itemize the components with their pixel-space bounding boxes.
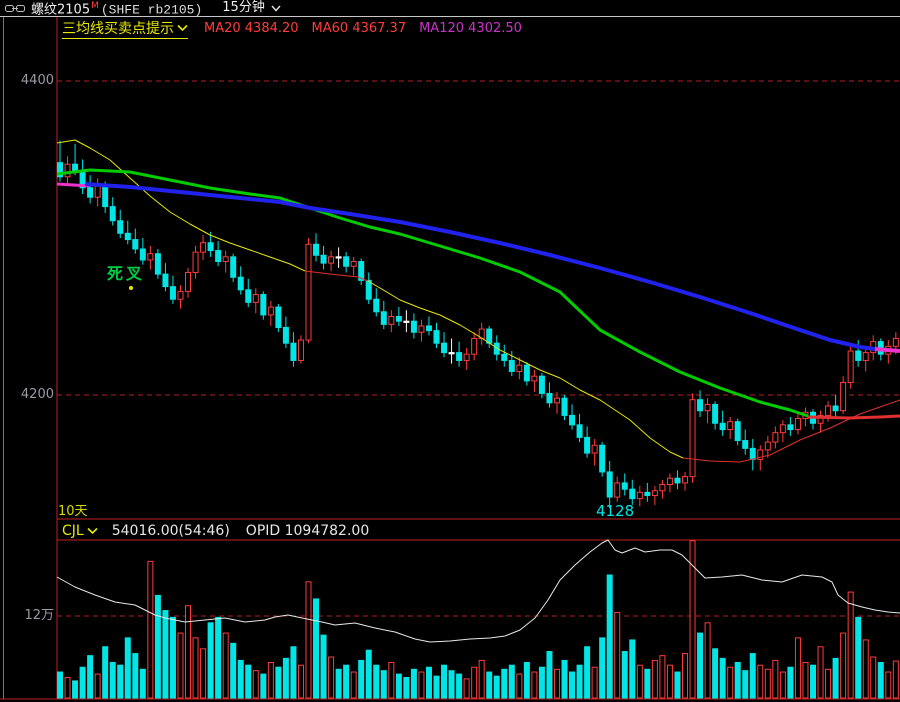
subchart-indicator-name: CJL bbox=[62, 522, 84, 539]
subchart-indicator-selector[interactable]: CJL bbox=[62, 523, 98, 539]
opid-value: OPID 1094782.00 bbox=[245, 522, 370, 539]
indicator-legend: 三均线买卖点提示 MA20 4384.20 MA60 4367.37 MA120… bbox=[62, 18, 522, 39]
death-cross-label: 死叉 bbox=[107, 264, 146, 283]
main-contract-badge: M bbox=[91, 0, 99, 11]
titlebar-divider bbox=[0, 16, 900, 17]
link-icon[interactable] bbox=[5, 3, 25, 14]
subchart-legend: CJL 54016.00(54:46) OPID 1094782.00 bbox=[62, 522, 369, 539]
contract-title: 螺纹2105M (SHFE rb2105) bbox=[31, 0, 202, 18]
indicator-name: 三均线买卖点提示 bbox=[62, 21, 174, 37]
ma60-value: MA60 4367.37 bbox=[311, 21, 407, 36]
period-selector[interactable]: 15分钟 bbox=[222, 0, 281, 16]
title-bar: 螺纹2105M (SHFE rb2105) 15分钟 bbox=[0, 0, 900, 18]
left-edge-line bbox=[3, 17, 4, 699]
indicator-selector[interactable]: 三均线买卖点提示 bbox=[62, 18, 188, 39]
low-price-label: 4128 bbox=[596, 502, 635, 520]
contract-name: 螺纹2105 bbox=[31, 2, 91, 18]
volume-value: 54016.00(54:46) bbox=[111, 522, 230, 539]
range-label: 10天 bbox=[58, 504, 88, 519]
ma120-value: MA120 4302.50 bbox=[419, 21, 522, 36]
chevron-down-icon bbox=[177, 24, 188, 32]
price-axis-label-4200: 4200 bbox=[20, 387, 54, 402]
chevron-down-icon bbox=[271, 5, 281, 12]
period-label: 15分钟 bbox=[222, 0, 265, 15]
chevron-down-icon bbox=[87, 527, 98, 534]
price-axis-label-4400: 4400 bbox=[20, 73, 54, 88]
ma20-value: MA20 4384.20 bbox=[204, 21, 299, 36]
volume-axis-label: 12万 bbox=[24, 608, 54, 623]
contract-code: (SHFE rb2105) bbox=[100, 2, 203, 18]
